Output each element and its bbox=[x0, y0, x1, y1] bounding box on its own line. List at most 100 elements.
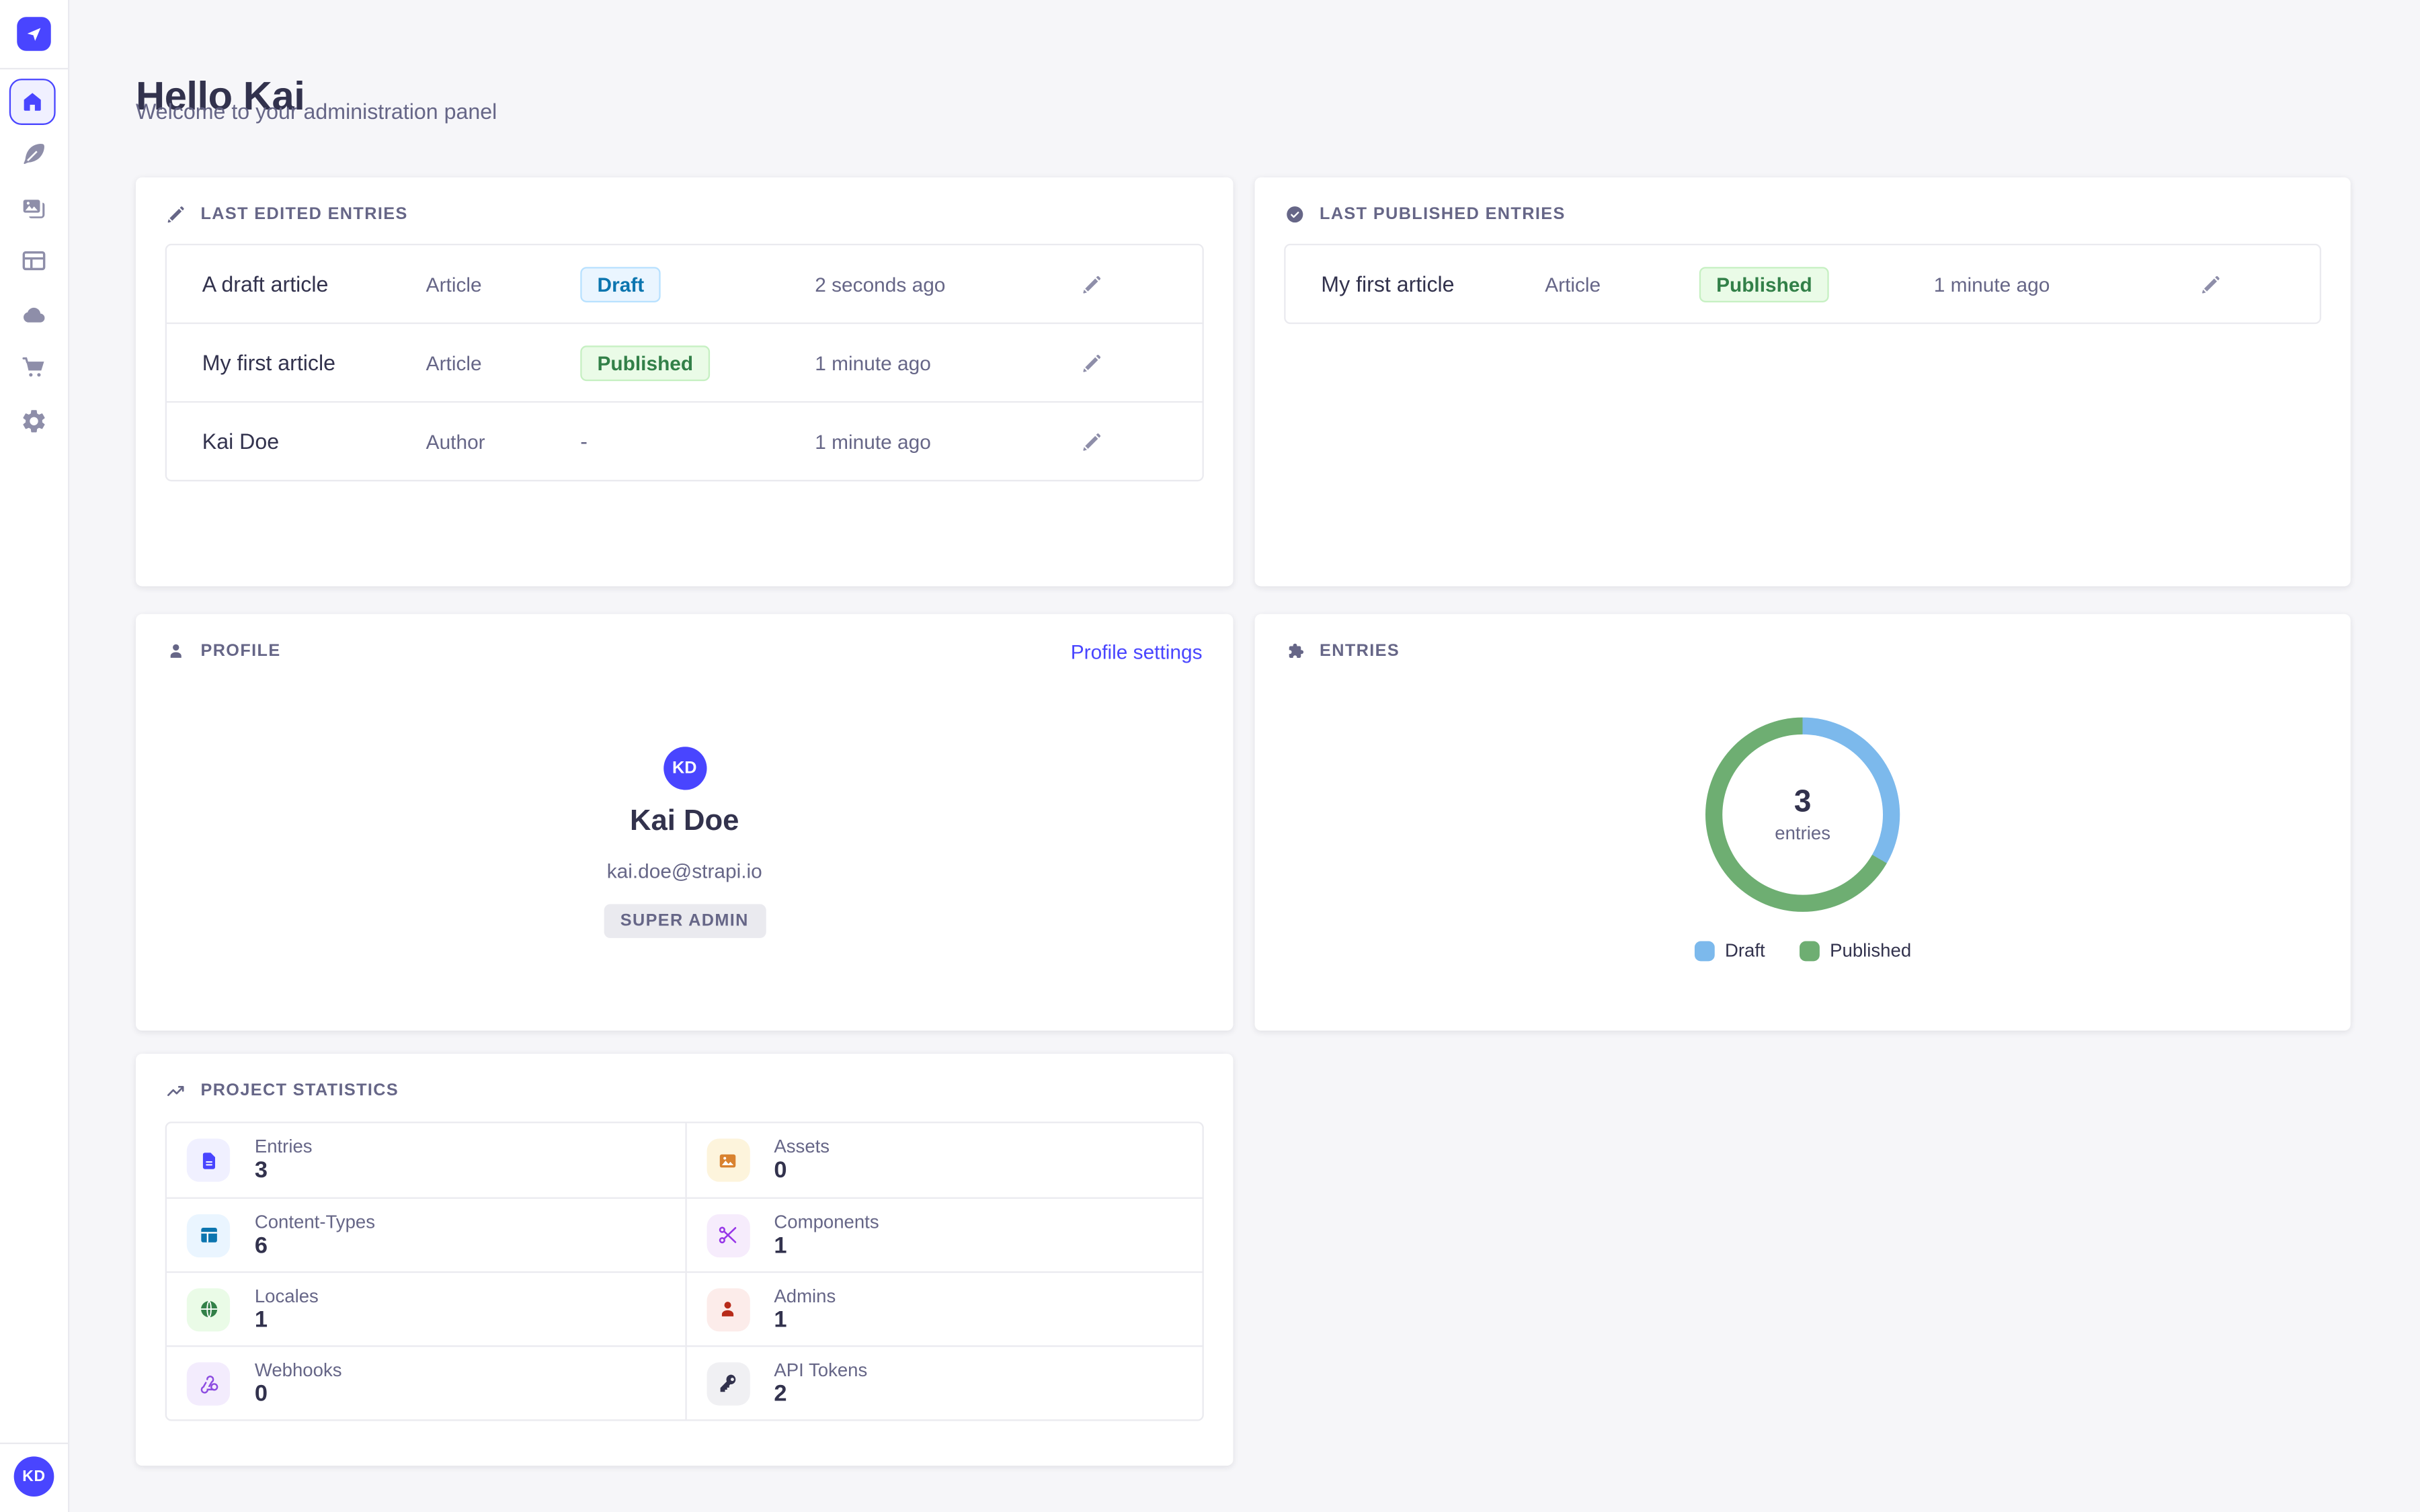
profile-name: Kai Doe bbox=[630, 805, 739, 838]
stat-label: Content-Types bbox=[254, 1210, 376, 1232]
entry-name: My first article bbox=[202, 350, 336, 375]
card-header: LAST PUBLISHED ENTRIES bbox=[1284, 202, 2320, 227]
entry-type: Article bbox=[1545, 272, 1601, 296]
stat-value: 1 bbox=[774, 1306, 787, 1333]
entries-donut: 3 entries bbox=[1705, 717, 1900, 912]
stat-value: 1 bbox=[774, 1232, 787, 1259]
edit-entry-button[interactable] bbox=[1078, 269, 1107, 299]
legend-item-published: Published bbox=[1799, 939, 1911, 961]
edit-entry-button[interactable] bbox=[1078, 427, 1107, 456]
stat-value: 3 bbox=[254, 1157, 268, 1183]
stat-label: Webhooks bbox=[254, 1358, 342, 1380]
person-icon bbox=[165, 640, 187, 662]
stat-label: Entries bbox=[254, 1135, 313, 1157]
card-header: PROFILE Profile settings bbox=[165, 639, 1203, 664]
card-header: ENTRIES bbox=[1284, 639, 2320, 664]
sidebar-user-avatar[interactable]: KD bbox=[13, 1456, 54, 1497]
edit-entry-button[interactable] bbox=[2196, 269, 2226, 299]
pencil-icon bbox=[1083, 433, 1100, 450]
images-icon bbox=[23, 200, 45, 218]
pencil-icon bbox=[165, 204, 187, 225]
cloud-icon bbox=[24, 307, 45, 323]
entry-type: Article bbox=[426, 272, 482, 296]
webhooks-icon bbox=[186, 1361, 231, 1405]
stat-webhooks: Webhooks 0 bbox=[166, 1345, 685, 1419]
role-badge: SUPER ADMIN bbox=[603, 904, 766, 938]
sidebar-item-settings[interactable] bbox=[20, 407, 48, 435]
stat-components: Components 1 bbox=[684, 1197, 1203, 1271]
profile-email: kai.doe@strapi.io bbox=[606, 859, 762, 883]
stat-value: 6 bbox=[254, 1232, 268, 1259]
legend-label: Draft bbox=[1724, 939, 1765, 962]
sidebar-item-marketplace[interactable] bbox=[20, 353, 48, 381]
stat-api-tokens: API Tokens 2 bbox=[684, 1345, 1203, 1420]
donut-total: 3 bbox=[1793, 785, 1812, 820]
stat-value: 1 bbox=[254, 1306, 268, 1333]
table-row[interactable]: Kai Doe Author - 1 minute ago bbox=[166, 401, 1203, 480]
entries-icon bbox=[186, 1138, 231, 1182]
legend-label: Published bbox=[1830, 939, 1912, 962]
sidebar-item-home[interactable] bbox=[9, 79, 56, 125]
entry-type: Article bbox=[426, 351, 482, 374]
card-title: LAST PUBLISHED ENTRIES bbox=[1320, 205, 1566, 224]
stat-value: 2 bbox=[774, 1380, 787, 1406]
stat-value: 0 bbox=[254, 1380, 268, 1406]
entry-name: A draft article bbox=[202, 271, 329, 296]
last-edited-entries-card: LAST EDITED ENTRIES A draft article Arti… bbox=[136, 177, 1234, 587]
gear-icon bbox=[23, 410, 45, 433]
profile-settings-link[interactable]: Profile settings bbox=[1070, 639, 1203, 663]
stat-assets: Assets 0 bbox=[684, 1123, 1202, 1198]
card-title: LAST EDITED ENTRIES bbox=[200, 205, 408, 224]
cart-icon bbox=[22, 357, 44, 377]
stat-locales: Locales 1 bbox=[166, 1271, 685, 1345]
entries-chart-card: ENTRIES 3 entries Draft Published bbox=[1254, 614, 2351, 1031]
sidebar-divider-bottom bbox=[0, 1442, 69, 1444]
entries-table: A draft article Article Draft 2 seconds … bbox=[165, 243, 1204, 482]
sidebar-divider-top bbox=[0, 68, 69, 70]
entry-name: My first article bbox=[1321, 271, 1455, 296]
check-circle-icon bbox=[1284, 204, 1305, 225]
entry-time: 1 minute ago bbox=[1933, 272, 2050, 296]
card-title: PROJECT STATISTICS bbox=[200, 1081, 399, 1100]
api-tokens-icon bbox=[706, 1361, 750, 1405]
trending-up-icon bbox=[165, 1080, 187, 1101]
status-badge: Published bbox=[580, 345, 711, 380]
strapi-logo-icon bbox=[27, 28, 41, 41]
entry-time: 2 seconds ago bbox=[815, 272, 946, 296]
stat-label: API Tokens bbox=[774, 1358, 868, 1380]
sidebar-item-media-library[interactable] bbox=[20, 194, 48, 222]
entry-name: Kai Doe bbox=[202, 429, 280, 454]
edit-entry-button[interactable] bbox=[1078, 348, 1107, 378]
page-title: Hello Kai bbox=[136, 73, 305, 120]
strapi-logo[interactable] bbox=[17, 17, 51, 51]
chart-legend: Draft Published bbox=[1255, 939, 2351, 961]
stat-entries: Entries 3 bbox=[167, 1123, 684, 1197]
locales-icon bbox=[186, 1287, 231, 1331]
pencil-icon bbox=[2202, 275, 2220, 293]
donut-center: 3 entries bbox=[1705, 718, 1900, 912]
stat-value: 0 bbox=[774, 1157, 787, 1183]
table-row[interactable]: My first article Article Published 1 min… bbox=[1286, 245, 2320, 323]
sidebar-item-content-type-builder[interactable] bbox=[20, 247, 48, 274]
sidebar-item-deploy-cloud[interactable] bbox=[20, 301, 48, 329]
table-row[interactable]: A draft article Article Draft 2 seconds … bbox=[167, 245, 1203, 323]
entry-time: 1 minute ago bbox=[815, 351, 931, 374]
project-statistics-card: PROJECT STATISTICS Entries 3 Assets 0 Cont… bbox=[136, 1054, 1234, 1466]
assets-icon bbox=[706, 1138, 750, 1182]
card-title: ENTRIES bbox=[1320, 642, 1400, 661]
card-header: PROJECT STATISTICS bbox=[165, 1079, 1203, 1103]
stat-label: Admins bbox=[774, 1284, 836, 1306]
home-icon bbox=[24, 93, 41, 111]
entries-table: My first article Article Published 1 min… bbox=[1284, 243, 2322, 325]
table-row[interactable]: My first article Article Published 1 min… bbox=[166, 322, 1203, 401]
feather-icon bbox=[24, 144, 44, 165]
status-badge: Draft bbox=[580, 266, 661, 302]
stat-content-types: Content-Types 6 bbox=[166, 1197, 685, 1271]
pencil-icon bbox=[1083, 275, 1100, 293]
stat-admins: Admins 1 bbox=[684, 1271, 1203, 1346]
profile-avatar: KD bbox=[663, 747, 707, 790]
sidebar-item-content-manager[interactable] bbox=[20, 140, 48, 168]
entry-type: Author bbox=[426, 429, 485, 453]
entry-time: 1 minute ago bbox=[815, 429, 931, 453]
